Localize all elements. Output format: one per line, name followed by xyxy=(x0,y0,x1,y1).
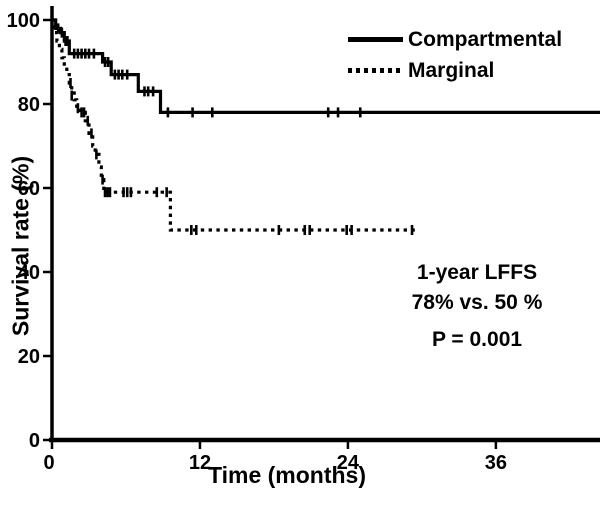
annotation-block: 1-year LFFS 78% vs. 50 % P = 0.001 xyxy=(356,258,598,355)
legend-label: Compartmental xyxy=(408,27,563,51)
legend-item-marginal: Marginal xyxy=(348,55,562,86)
y-tick-label: 20 xyxy=(18,346,40,368)
dotted-line-swatch-icon xyxy=(348,68,403,73)
x-tick-label: 0 xyxy=(43,452,54,474)
legend-label: Marginal xyxy=(408,58,495,82)
annotation-pvalue: P = 0.001 xyxy=(431,328,523,351)
x-tick-label: 36 xyxy=(485,452,507,474)
y-tick-label: 100 xyxy=(7,10,40,32)
legend: Compartmental Marginal xyxy=(348,24,562,86)
solid-line-swatch-icon xyxy=(348,37,403,42)
legend-item-compartmental: Compartmental xyxy=(348,24,562,55)
y-tick-label: 80 xyxy=(18,94,40,116)
annotation-percentages: 78% vs. 50 % xyxy=(411,291,543,314)
y-tick-label: 0 xyxy=(29,430,40,452)
annotation-lffs: 1-year LFFS xyxy=(416,261,538,284)
survival-curve-marginal xyxy=(52,18,417,232)
y-axis-title: Survival rate (%) xyxy=(7,155,34,337)
x-tick-label: 12 xyxy=(189,452,211,474)
y-tick-label: 40 xyxy=(18,262,40,284)
x-axis-title: Time (months) xyxy=(207,462,367,488)
y-tick-label: 60 xyxy=(18,178,40,200)
x-tick-label: 24 xyxy=(337,452,360,474)
